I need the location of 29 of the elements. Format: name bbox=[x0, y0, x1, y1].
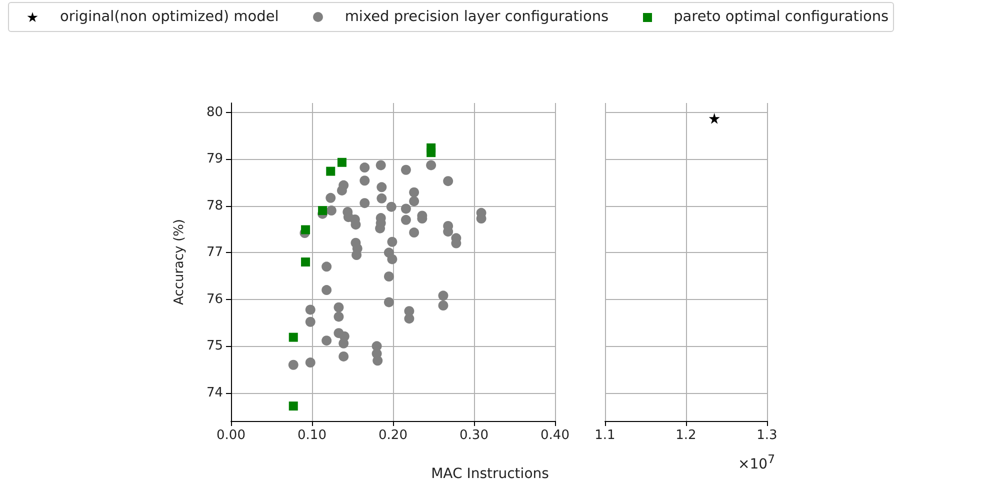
y-tick-label: 76 bbox=[206, 292, 223, 307]
y-tick-label: 80 bbox=[206, 104, 223, 120]
x-tick-label: 0.20 bbox=[378, 428, 408, 443]
text: ×10$^{7}$ bbox=[737, 452, 775, 473]
point bbox=[288, 332, 298, 342]
x-tick-label: 0.00 bbox=[216, 428, 246, 443]
x-tick-label: 1.2 bbox=[676, 428, 696, 443]
y-tick-label: 79 bbox=[206, 152, 223, 167]
x-tick-label: 0.10 bbox=[298, 428, 326, 443]
x-tick-label: 0.40 bbox=[540, 428, 570, 443]
point bbox=[326, 166, 336, 176]
legend-label: original(non optimized) model bbox=[60, 9, 279, 25]
point bbox=[301, 225, 310, 234]
point bbox=[318, 206, 328, 216]
y-tick-label: 78 bbox=[206, 198, 223, 214]
legend-label: pareto optimal configurations bbox=[674, 9, 889, 25]
point bbox=[337, 158, 346, 167]
point bbox=[288, 402, 298, 411]
y-tick-label: 77 bbox=[206, 245, 223, 260]
y-tick-label: 74 bbox=[206, 385, 223, 400]
x-tick-label: 0.30 bbox=[460, 428, 488, 443]
point bbox=[301, 258, 310, 266]
y-axis-title: Accuracy (%) bbox=[172, 219, 187, 305]
x-tick-label: 1.1 bbox=[594, 428, 616, 443]
legend-label: mixed precision layer configurations bbox=[344, 9, 609, 25]
x-axis-title: MAC Instructions bbox=[430, 466, 550, 482]
point bbox=[426, 143, 436, 152]
x-tick-label: 1.3 bbox=[756, 428, 778, 443]
y-tick-label: 75 bbox=[206, 338, 223, 354]
